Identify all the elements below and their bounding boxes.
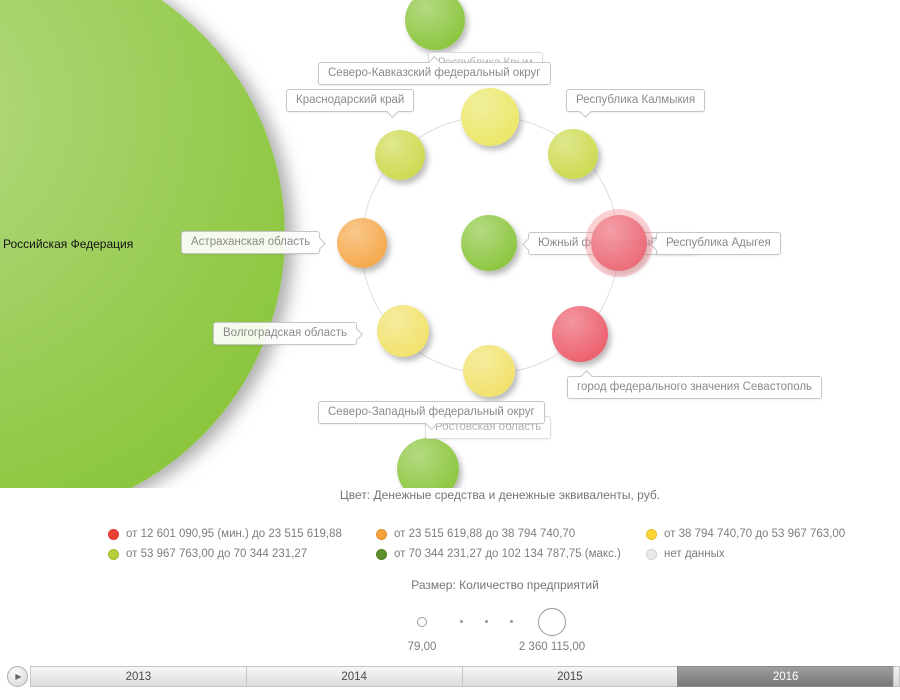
size-max-circle <box>538 608 566 636</box>
legend-label: от 23 515 619,88 до 38 794 740,70 <box>394 528 576 540</box>
label-astrakhan: Астраханская область <box>181 231 321 254</box>
bubble-sk-fo[interactable] <box>405 0 465 50</box>
color-legend-title: Цвет: Денежные средства и денежные эквив… <box>339 488 661 502</box>
label-kalmykia: Республика Калмыкия <box>566 89 706 112</box>
legend-item: от 38 794 740,70 до 53 967 763,00 <box>646 527 845 541</box>
legend-dot <box>108 528 119 540</box>
label-krasnodar: Краснодарский край <box>286 89 415 112</box>
legend-dot <box>108 548 119 560</box>
timeline-year-2014[interactable]: 2014 <box>245 666 462 687</box>
bubble-adygeya[interactable] <box>591 215 647 271</box>
label-sevastopol: город федерального значения Севастополь <box>567 376 823 399</box>
legend-dot <box>376 548 387 560</box>
legend-dot <box>646 528 657 540</box>
legend-dot <box>646 548 657 560</box>
legend-label: от 53 967 763,00 до 70 344 231,27 <box>126 548 308 560</box>
legend-item: от 12 601 090,95 (мин.) до 23 515 619,88 <box>108 527 342 541</box>
play-button[interactable]: ▶ <box>7 666 28 687</box>
bubble-volgograd[interactable] <box>377 305 429 357</box>
size-min-circle <box>417 617 427 627</box>
legend-label: нет данных <box>664 548 725 560</box>
label-volgograd: Волгоградская область <box>213 322 357 345</box>
label-sk-fo: Северо-Кавказский федеральный округ <box>318 62 551 85</box>
bubble-sevastopol[interactable] <box>552 306 608 362</box>
bubble-astrakhan[interactable] <box>337 218 387 268</box>
legend-dot <box>376 528 387 540</box>
legend-label: от 70 344 231,27 до 102 134 787,75 (макс… <box>394 548 621 560</box>
bubble-yuzhny-fo[interactable] <box>461 215 517 271</box>
legend-item: нет данных <box>646 547 725 561</box>
timeline-year-2013[interactable]: 2013 <box>30 666 246 687</box>
label-russia: Российская Федерация <box>3 237 134 251</box>
legend-item: от 23 515 619,88 до 38 794 740,70 <box>376 527 575 541</box>
timeline-year-2016[interactable]: 2016 <box>677 666 893 687</box>
timeline-year-2015[interactable]: 2015 <box>461 666 678 687</box>
legend-block: Цвет: Денежные средства и денежные эквив… <box>0 486 900 666</box>
legend-item: от 70 344 231,27 до 102 134 787,75 (макс… <box>376 547 621 561</box>
legend-label: от 12 601 090,95 (мин.) до 23 515 619,88 <box>126 528 342 540</box>
legend-label: от 38 794 740,70 до 53 967 763,00 <box>664 528 846 540</box>
size-step-dot <box>510 620 513 623</box>
size-min-label: 79,00 <box>407 641 437 653</box>
bubble-krasnodar[interactable] <box>375 130 425 180</box>
plot-area: Российская Федерация Северо-Кавказский фе… <box>0 0 900 488</box>
bubble-rostov[interactable] <box>463 345 515 397</box>
size-step-dot <box>485 620 488 623</box>
size-legend-title: Размер: Количество предприятий <box>411 578 599 592</box>
timeline: ▶ 2013 2014 2015 2016 <box>0 666 900 687</box>
legend-item: от 53 967 763,00 до 70 344 231,27 <box>108 547 307 561</box>
bubble-krym[interactable] <box>461 88 519 146</box>
size-step-dot <box>460 620 463 623</box>
timeline-handle[interactable] <box>893 666 900 687</box>
label-szap-fo: Северо-Западный федеральный округ <box>318 401 545 424</box>
label-adygeya: Республика Адыгея <box>656 232 781 255</box>
bubble-kalmykia[interactable] <box>548 129 598 179</box>
size-max-label: 2 360 115,00 <box>518 641 586 653</box>
bubble-szap-fo[interactable] <box>397 438 459 488</box>
